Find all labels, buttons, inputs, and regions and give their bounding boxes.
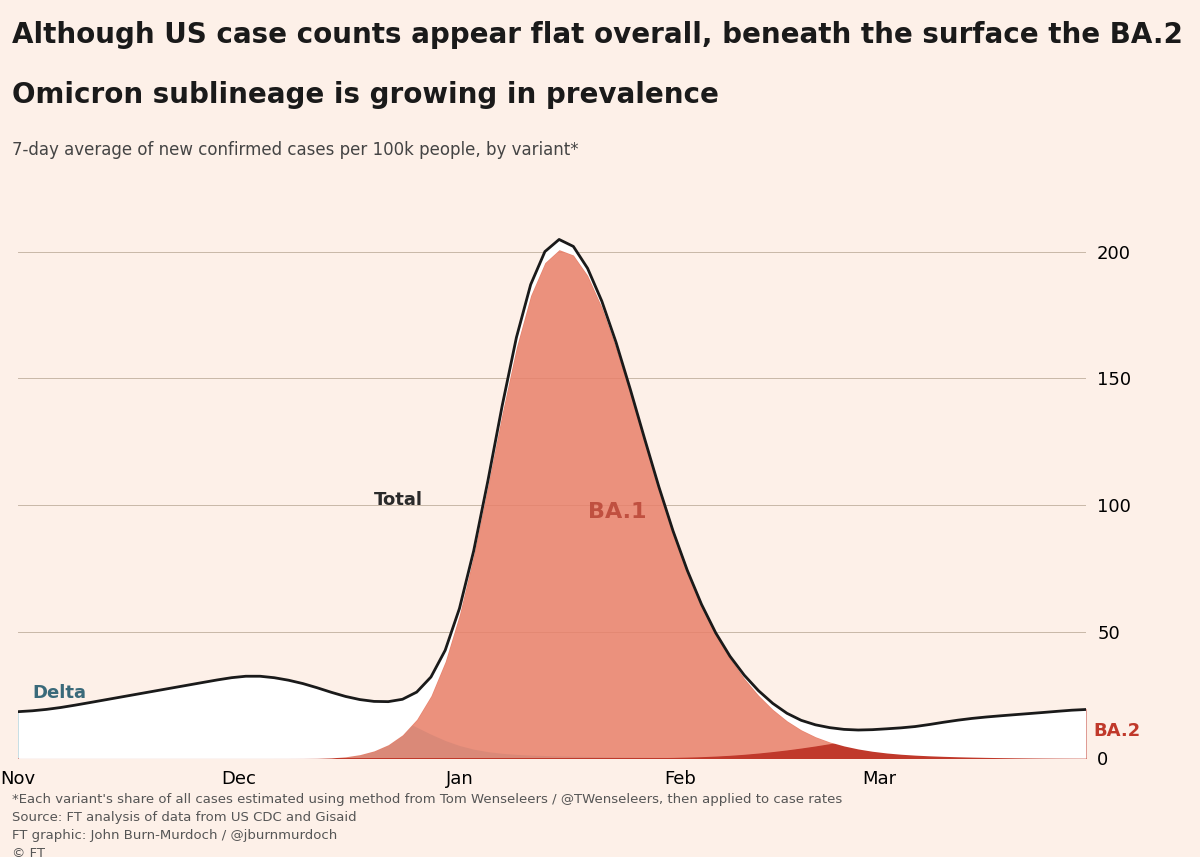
Text: Delta: Delta: [32, 684, 86, 702]
Text: *Each variant's share of all cases estimated using method from Tom Wenseleers / : *Each variant's share of all cases estim…: [12, 793, 842, 806]
Text: Omicron sublineage is growing in prevalence: Omicron sublineage is growing in prevale…: [12, 81, 719, 110]
Text: © FT: © FT: [12, 847, 46, 857]
Text: FT graphic: John Burn-Murdoch / @jburnmurdoch: FT graphic: John Burn-Murdoch / @jburnmu…: [12, 829, 337, 842]
Text: Although US case counts appear flat overall, beneath the surface the BA.2: Although US case counts appear flat over…: [12, 21, 1183, 50]
Text: BA.1: BA.1: [588, 501, 646, 522]
Text: 7-day average of new confirmed cases per 100k people, by variant*: 7-day average of new confirmed cases per…: [12, 141, 578, 159]
Text: BA.2: BA.2: [1093, 722, 1140, 740]
Text: Source: FT analysis of data from US CDC and Gisaid: Source: FT analysis of data from US CDC …: [12, 811, 356, 824]
Text: Total: Total: [374, 491, 424, 509]
